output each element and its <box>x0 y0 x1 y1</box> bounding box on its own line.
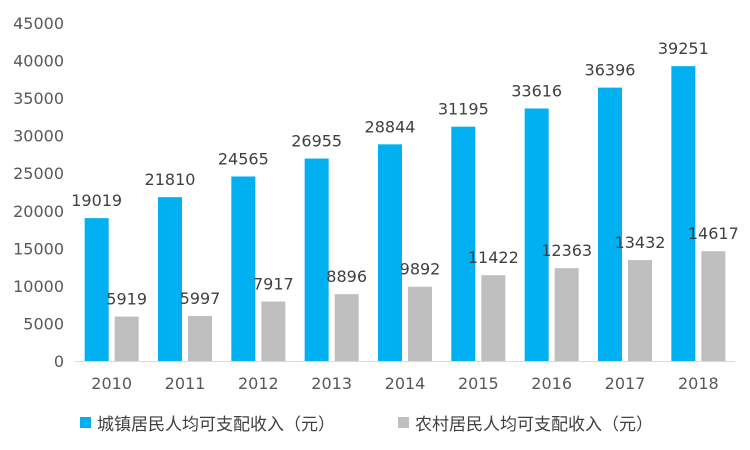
y-tick-label: 30000 <box>13 127 64 146</box>
x-tick-label: 2016 <box>531 374 572 393</box>
y-tick-label: 35000 <box>13 89 64 108</box>
x-axis: 2010 2011 2012 2013 2014 2015 2016 2017 2018 <box>75 361 735 393</box>
data-label-urban: 28844 <box>365 117 416 136</box>
bar-urban <box>158 197 182 361</box>
legend-swatch-rural <box>398 417 409 428</box>
bar-rural <box>701 251 726 361</box>
bar-urban <box>378 144 402 361</box>
y-tick-label: 5000 <box>23 314 64 333</box>
data-labels: 19019 21810 24565 26955 28844 31195 33616 36396… <box>71 39 739 308</box>
data-label-rural: 12363 <box>541 241 592 260</box>
data-label-urban: 26955 <box>291 132 342 151</box>
x-tick-label: 2012 <box>238 374 279 393</box>
x-tick-label: 2014 <box>385 374 426 393</box>
bar-rural <box>334 294 359 361</box>
data-label-urban: 36396 <box>585 61 636 80</box>
x-tick-label: 2010 <box>91 374 132 393</box>
bar-urban <box>231 176 256 361</box>
bar-rural <box>261 301 286 361</box>
legend: 城镇居民人均可支配收入（元） 农村居民人均可支配收入（元） <box>0 402 750 442</box>
y-tick-label: 0 <box>54 352 64 371</box>
y-tick-label: 15000 <box>13 239 64 258</box>
bar-urban <box>304 158 329 361</box>
data-label-rural: 14617 <box>688 224 739 243</box>
x-tick-label: 2013 <box>311 374 352 393</box>
bars <box>84 66 726 361</box>
bar-rural <box>554 268 579 361</box>
bar-urban <box>598 87 622 361</box>
data-label-urban: 19019 <box>71 191 122 210</box>
data-label-rural: 8896 <box>326 267 367 286</box>
x-tick-label: 2011 <box>165 374 206 393</box>
y-tick-label: 10000 <box>13 277 64 296</box>
legend-item-rural: 农村居民人均可支配收入（元） <box>398 410 653 435</box>
legend-label-rural: 农村居民人均可支配收入（元） <box>415 415 653 435</box>
bar-urban <box>451 126 476 361</box>
data-label-rural: 11422 <box>468 248 519 267</box>
data-label-rural: 13432 <box>615 233 666 252</box>
bar-urban <box>524 108 549 361</box>
legend-swatch-urban <box>80 417 91 428</box>
data-label-rural: 7917 <box>253 275 294 294</box>
data-label-urban: 33616 <box>511 82 562 101</box>
data-label-rural: 5919 <box>106 290 147 309</box>
y-tick-label: 25000 <box>13 164 64 183</box>
data-label-rural: 5997 <box>180 289 221 308</box>
legend-item-urban: 城镇居民人均可支配收入（元） <box>80 410 335 435</box>
bar-rural <box>114 316 139 361</box>
legend-label-urban: 城镇居民人均可支配收入（元） <box>97 415 335 435</box>
x-tick-label: 2017 <box>605 374 646 393</box>
data-label-rural: 9892 <box>400 260 441 279</box>
y-tick-label: 40000 <box>13 52 64 71</box>
y-tick-label: 20000 <box>13 202 64 221</box>
bar-urban <box>84 218 109 361</box>
x-tick-label: 2018 <box>678 374 719 393</box>
data-label-urban: 31195 <box>438 100 489 119</box>
data-label-urban: 39251 <box>658 39 709 58</box>
bar-rural <box>481 275 506 361</box>
data-label-urban: 21810 <box>145 170 196 189</box>
bar-rural <box>408 286 432 361</box>
bar-urban <box>671 66 696 361</box>
y-tick-label: 45000 <box>13 14 64 33</box>
x-tick-label: 2015 <box>458 374 499 393</box>
data-label-urban: 24565 <box>218 149 269 168</box>
y-axis: 0 5000 10000 15000 20000 25000 30000 35000 40000… <box>13 14 64 371</box>
bar-rural <box>188 315 212 361</box>
bar-rural <box>628 260 652 361</box>
